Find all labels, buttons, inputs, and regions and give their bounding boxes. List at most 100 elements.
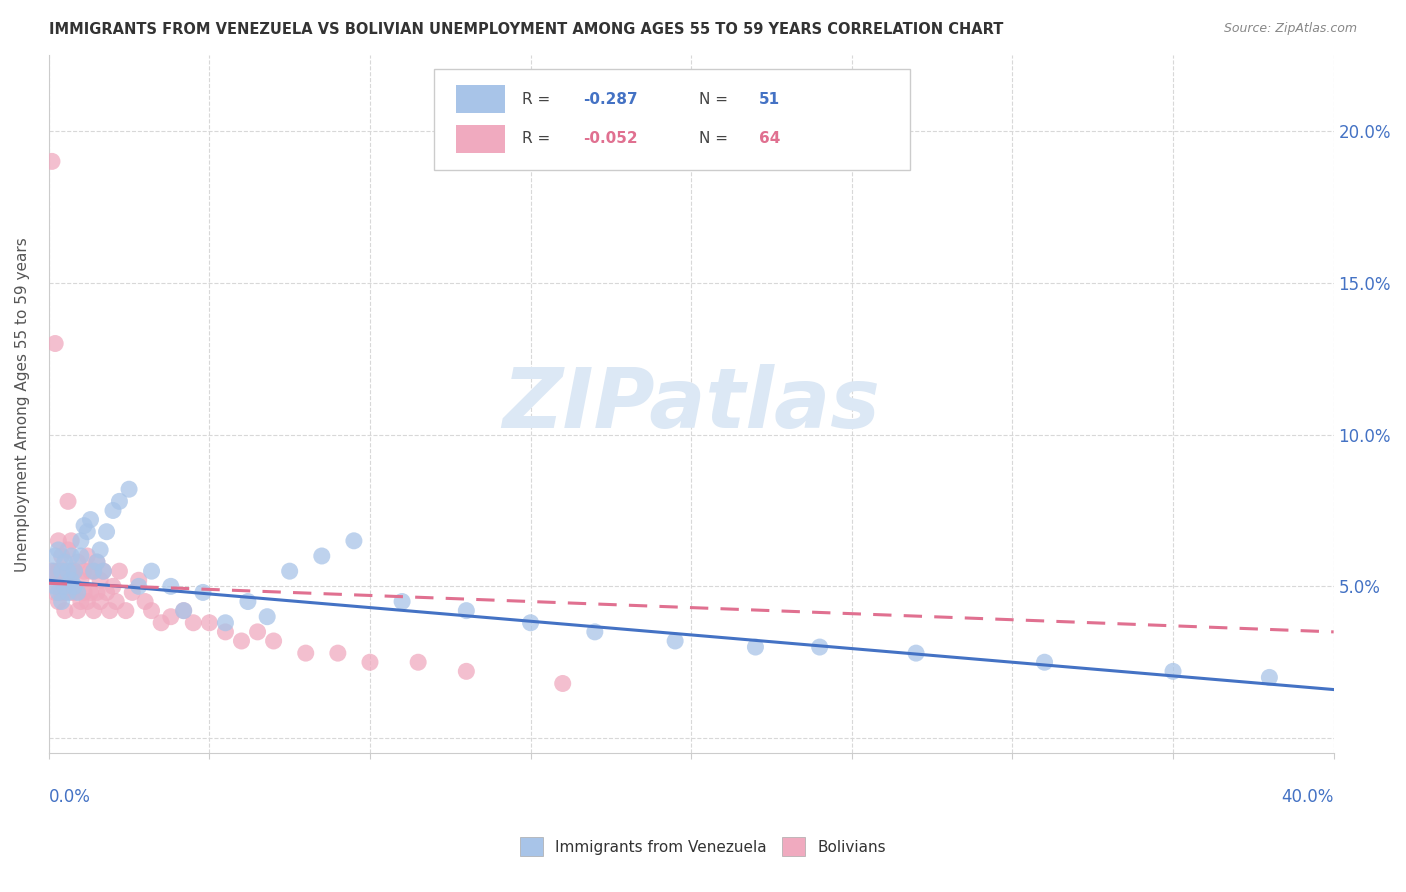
Point [118,482,141,496]
Point [181,615,204,630]
Point [456,604,478,618]
Point [86,585,108,599]
Point [141,604,163,618]
Point [53,579,76,593]
Point [583,624,606,639]
Point [73,564,96,578]
Point [66,604,89,618]
Point [86,555,108,569]
Point [214,624,236,639]
Point [56,494,79,508]
Point [53,564,76,578]
Point [51,594,73,608]
Point [134,594,156,608]
Point [115,604,138,618]
Point [63,585,86,599]
Point [83,564,105,578]
Point [141,564,163,578]
Point [198,615,221,630]
Point [56,543,79,558]
Point [173,604,195,618]
Point [246,624,269,639]
Point [311,549,333,563]
Point [70,574,93,588]
Point [41,564,63,578]
Legend: Immigrants from Venezuela, Bolivians: Immigrants from Venezuela, Bolivians [515,831,891,862]
Text: N =: N = [699,92,733,107]
Point [89,543,111,558]
Point [359,655,381,669]
Point [406,655,429,669]
Point [294,646,316,660]
Point [73,518,96,533]
Point [86,555,108,569]
Point [391,594,413,608]
Text: R =: R = [522,92,555,107]
Point [905,646,928,660]
Point [44,336,66,351]
Point [44,579,66,593]
Point [808,640,831,654]
Point [63,564,86,578]
Point [173,604,195,618]
Point [48,564,70,578]
Point [76,524,98,539]
Text: R =: R = [522,131,555,146]
Y-axis label: Unemployment Among Ages 55 to 59 years: Unemployment Among Ages 55 to 59 years [15,237,30,572]
Point [664,634,686,648]
Point [41,154,63,169]
Point [60,533,83,548]
Point [744,640,766,654]
Point [79,585,101,599]
Point [150,615,173,630]
Point [53,585,76,599]
Point [159,609,181,624]
Point [56,564,79,578]
Point [41,564,63,578]
Point [326,646,349,660]
Point [93,564,115,578]
Point [101,579,124,593]
Point [108,564,131,578]
Point [44,585,66,599]
Point [256,609,278,624]
Point [44,549,66,563]
Point [70,533,93,548]
Point [60,574,83,588]
Text: 64: 64 [759,131,780,146]
Point [214,615,236,630]
Text: 0.0%: 0.0% [49,789,90,806]
Point [93,564,115,578]
Point [70,549,93,563]
Text: ZIPatlas: ZIPatlas [502,364,880,445]
Point [53,604,76,618]
Text: -0.052: -0.052 [583,131,638,146]
Point [73,585,96,599]
Point [70,594,93,608]
Text: -0.287: -0.287 [583,92,638,107]
Point [60,549,83,563]
Point [51,585,73,599]
FancyBboxPatch shape [434,69,910,170]
Point [56,574,79,588]
Point [456,665,478,679]
Point [53,555,76,569]
Text: Source: ZipAtlas.com: Source: ZipAtlas.com [1223,22,1357,36]
Point [89,574,111,588]
Point [48,543,70,558]
Point [51,564,73,578]
Text: IMMIGRANTS FROM VENEZUELA VS BOLIVIAN UNEMPLOYMENT AMONG AGES 55 TO 59 YEARS COR: IMMIGRANTS FROM VENEZUELA VS BOLIVIAN UN… [49,22,1004,37]
Point [89,594,111,608]
Point [96,524,118,539]
Point [128,574,150,588]
FancyBboxPatch shape [456,125,505,153]
Point [343,533,366,548]
Point [79,564,101,578]
Point [60,564,83,578]
Point [66,555,89,569]
Point [108,494,131,508]
Point [48,594,70,608]
Point [63,564,86,578]
Text: 40.0%: 40.0% [1281,789,1334,806]
Point [66,585,89,599]
